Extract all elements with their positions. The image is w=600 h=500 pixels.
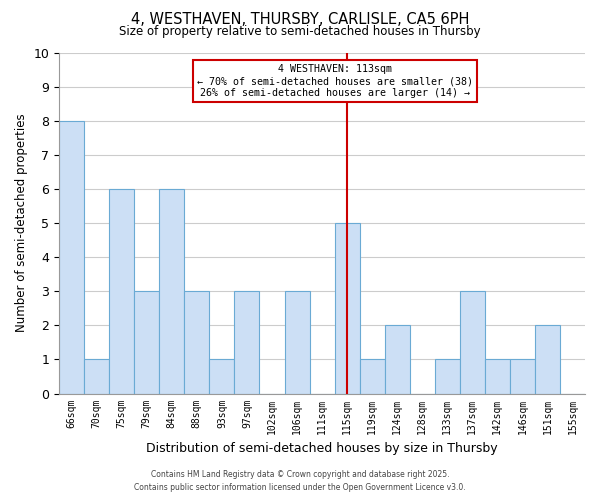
Bar — [535, 326, 560, 394]
Bar — [184, 291, 209, 394]
Bar — [134, 291, 160, 394]
Bar — [385, 326, 410, 394]
Bar — [485, 360, 510, 394]
Bar — [59, 120, 84, 394]
Y-axis label: Number of semi-detached properties: Number of semi-detached properties — [15, 114, 28, 332]
Text: 4 WESTHAVEN: 113sqm
← 70% of semi-detached houses are smaller (38)
26% of semi-d: 4 WESTHAVEN: 113sqm ← 70% of semi-detach… — [197, 64, 473, 98]
Bar — [435, 360, 460, 394]
Text: Contains HM Land Registry data © Crown copyright and database right 2025.
Contai: Contains HM Land Registry data © Crown c… — [134, 470, 466, 492]
Bar — [235, 291, 259, 394]
Bar — [284, 291, 310, 394]
Bar — [335, 223, 359, 394]
Bar — [109, 189, 134, 394]
Bar — [160, 189, 184, 394]
Bar — [510, 360, 535, 394]
Text: Size of property relative to semi-detached houses in Thursby: Size of property relative to semi-detach… — [119, 25, 481, 38]
Text: 4, WESTHAVEN, THURSBY, CARLISLE, CA5 6PH: 4, WESTHAVEN, THURSBY, CARLISLE, CA5 6PH — [131, 12, 469, 28]
Bar — [209, 360, 235, 394]
Bar — [84, 360, 109, 394]
X-axis label: Distribution of semi-detached houses by size in Thursby: Distribution of semi-detached houses by … — [146, 442, 498, 455]
Bar — [460, 291, 485, 394]
Bar — [359, 360, 385, 394]
